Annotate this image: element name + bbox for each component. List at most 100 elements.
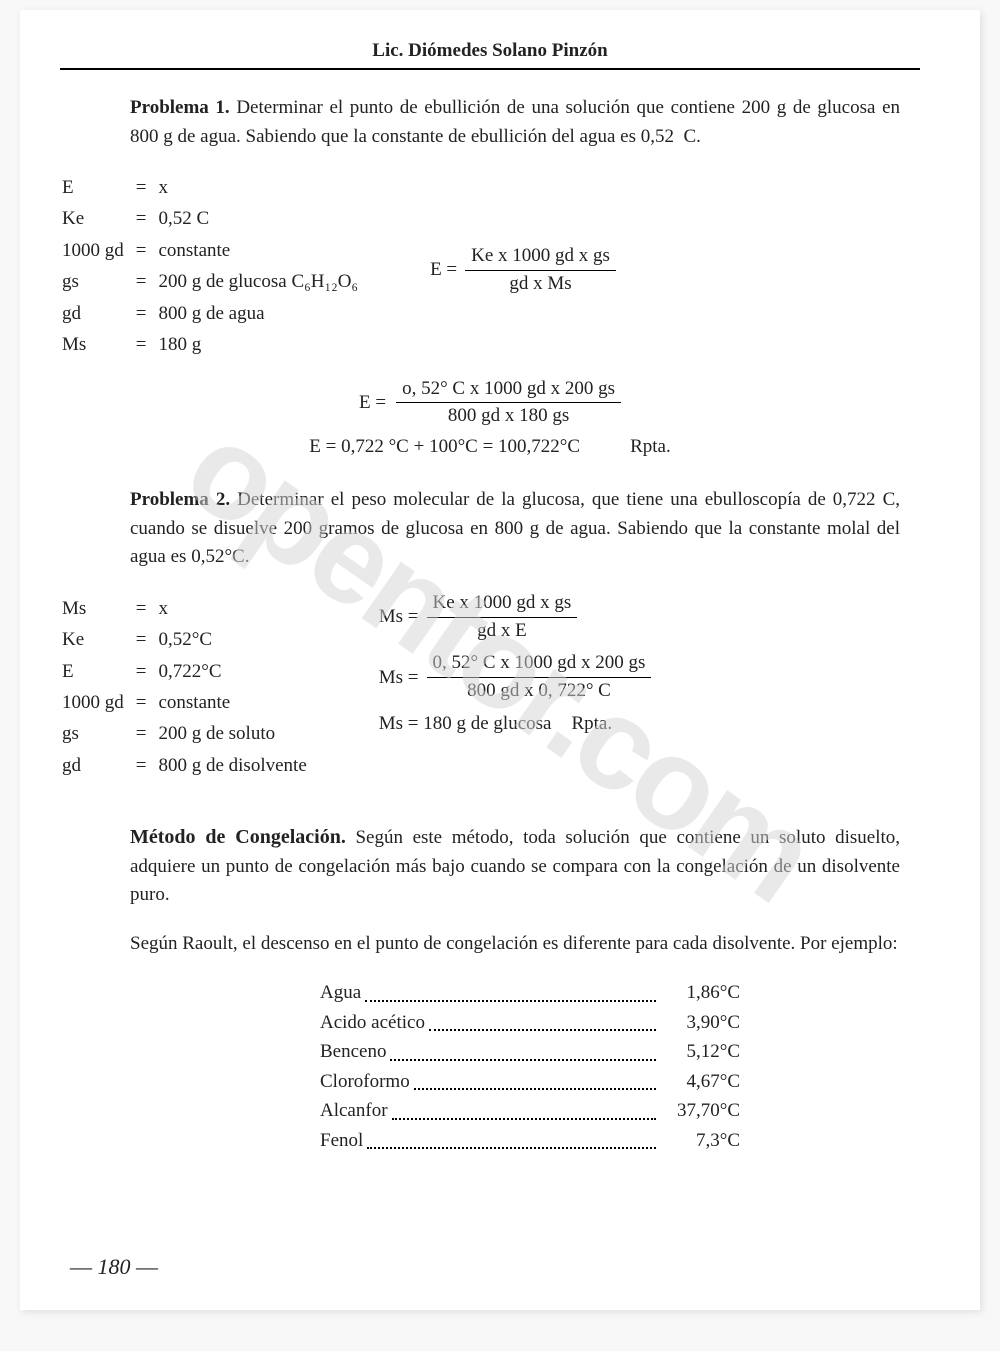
table-row: Fenol7,3°C	[320, 1126, 740, 1155]
var-val: constante	[158, 236, 368, 265]
eq: =	[136, 751, 157, 780]
var-sym: 1000 gd	[62, 236, 134, 265]
dots	[390, 1037, 656, 1060]
dots	[429, 1008, 656, 1031]
var-val: constante	[158, 688, 316, 717]
dots	[392, 1096, 656, 1119]
rpta-label: Rpta.	[630, 436, 671, 458]
dots	[414, 1067, 656, 1090]
eq: =	[136, 719, 157, 748]
fraction-num: 0, 52° C x 1000 gd x 200 gs	[427, 652, 652, 678]
page: opentor.com Lic. Diómedes Solano Pinzón …	[20, 10, 980, 1310]
fraction: o, 52° C x 1000 gd x 200 gs 800 gd x 180…	[396, 378, 621, 429]
solvent-name: Cloroformo	[320, 1067, 410, 1096]
var-val: 800 g de disolvente	[158, 751, 316, 780]
fraction-num: Ke x 1000 gd x gs	[427, 592, 578, 618]
eq: =	[136, 330, 157, 359]
eq-line: E = 0,722 °C + 100°C = 100,722°C Rpta.	[309, 436, 670, 458]
var-sym: gs	[62, 719, 134, 748]
problem-2-formulas: Ms = Ke x 1000 gd x gs gd x E Ms = 0, 52…	[379, 592, 652, 783]
result-text: E = 0,722 °C + 100°C = 100,722°C	[309, 436, 580, 458]
solvent-name: Fenol	[320, 1126, 363, 1155]
fraction-den: gd x Ms	[465, 271, 616, 296]
fraction-den: 800 gd x 0, 722° C	[427, 678, 652, 703]
eq: =	[136, 625, 157, 654]
problem-1-calc: E = o, 52° C x 1000 gd x 200 gs 800 gd x…	[60, 374, 920, 463]
solvent-val: 3,90°C	[660, 1008, 740, 1037]
eq: =	[136, 267, 157, 296]
dots	[367, 1126, 656, 1149]
page-number-value: 180	[98, 1254, 131, 1279]
problem-2-title: Problema 2.	[130, 489, 230, 510]
solvent-name: Alcanfor	[320, 1096, 388, 1125]
var-val: x	[158, 594, 316, 623]
eq: =	[136, 204, 157, 233]
section-title: Método de Congelación.	[130, 826, 346, 848]
dash: —	[131, 1254, 159, 1279]
eq: =	[136, 594, 157, 623]
solvent-val: 1,86°C	[660, 978, 740, 1007]
problem-2-formula-2: Ms = 0, 52° C x 1000 gd x 200 gs 800 gd …	[379, 652, 652, 703]
solvent-name: Acido acético	[320, 1008, 425, 1037]
fraction: Ke x 1000 gd x gs gd x E	[427, 592, 578, 643]
fraction-den: 800 gd x 180 gs	[396, 403, 621, 428]
fraction: 0, 52° C x 1000 gd x 200 gs 800 gd x 0, …	[427, 652, 652, 703]
table-row: Agua1,86°C	[320, 978, 740, 1007]
problem-1-text: Problema 1. Determinar el punto de ebull…	[130, 94, 900, 151]
var-val: 200 g de soluto	[158, 719, 316, 748]
section-text-2: Según Raoult, el descenso en el punto de…	[130, 933, 898, 954]
solvent-val: 5,12°C	[660, 1037, 740, 1066]
problem-2-formula-1: Ms = Ke x 1000 gd x gs gd x E	[379, 592, 652, 643]
var-val: x	[158, 173, 368, 202]
result-text: Ms = 180 g de glucosa	[379, 713, 552, 735]
eq-line: E = o, 52° C x 1000 gd x 200 gs 800 gd x…	[359, 378, 621, 429]
var-sym: 1000 gd	[62, 688, 134, 717]
fraction-num: o, 52° C x 1000 gd x 200 gs	[396, 378, 621, 404]
var-sym: Ms	[62, 594, 134, 623]
problem-2-vars-row: Ms=x Ke=0,52°C E=0,722°C 1000 gd=constan…	[60, 592, 920, 783]
fraction-num: Ke x 1000 gd x gs	[465, 245, 616, 271]
dash: —	[70, 1254, 98, 1279]
eq: =	[136, 688, 157, 717]
problem-2-body: Determinar el peso molecular de la gluco…	[130, 489, 900, 567]
var-sym: Ms	[62, 330, 134, 359]
fraction-den: gd x E	[427, 618, 578, 643]
var-val: 0,722°C	[158, 657, 316, 686]
table-row: Cloroformo 4,67°C	[320, 1067, 740, 1096]
var-sym: gs	[62, 267, 134, 296]
var-sym: gd	[62, 299, 134, 328]
solvent-val: 4,67°C	[660, 1067, 740, 1096]
eq: =	[136, 657, 157, 686]
fraction: Ke x 1000 gd x gs gd x Ms	[465, 245, 616, 296]
formula-lhs: Ms =	[379, 606, 419, 628]
var-sym: gd	[62, 751, 134, 780]
section-block-1: Método de Congelación. Según este método…	[130, 822, 900, 910]
dots	[365, 978, 656, 1001]
eq: =	[136, 173, 157, 202]
problem-1-formula: E = Ke x 1000 gd x gs gd x Ms	[430, 179, 616, 362]
var-sym: E	[62, 657, 134, 686]
problem-2-text: Problema 2. Determinar el peso molecular…	[130, 486, 900, 572]
table-row: Alcanfor 37,70°C	[320, 1096, 740, 1125]
eq: =	[136, 299, 157, 328]
rpta-label: Rpta.	[571, 713, 612, 735]
formula-lhs: Ms =	[379, 667, 419, 689]
page-header: Lic. Diómedes Solano Pinzón	[60, 40, 920, 70]
page-number: — 180 —	[70, 1254, 158, 1280]
var-val: 180 g	[158, 330, 368, 359]
calc-lhs: E =	[359, 392, 386, 414]
problem-1-body: Determinar el punto de ebullición de una…	[130, 97, 900, 147]
problem-2-vars: Ms=x Ke=0,52°C E=0,722°C 1000 gd=constan…	[60, 592, 319, 783]
var-val: 800 g de agua	[158, 299, 368, 328]
problem-2-result: Ms = 180 g de glucosa Rpta.	[379, 713, 652, 735]
solvent-val: 37,70°C	[660, 1096, 740, 1125]
problem-1-vars: E=x Ke=0,52 C 1000 gd=constante gs=200 g…	[60, 171, 370, 362]
eq: =	[136, 236, 157, 265]
table-row: Benceno5,12°C	[320, 1037, 740, 1066]
var-sym: Ke	[62, 625, 134, 654]
formula-lhs: E =	[430, 259, 457, 281]
var-val: 0,52°C	[158, 625, 316, 654]
var-sym: Ke	[62, 204, 134, 233]
problem-1-title: Problema 1.	[130, 97, 230, 118]
table-row: Acido acético 3,90°C	[320, 1008, 740, 1037]
